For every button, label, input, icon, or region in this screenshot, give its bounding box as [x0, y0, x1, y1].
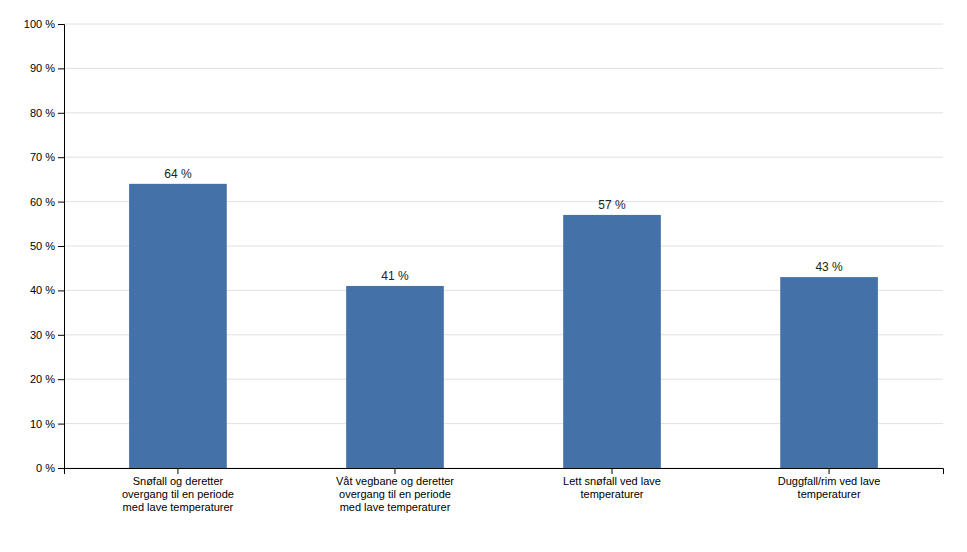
x-tick-mark	[177, 468, 178, 474]
grid-line	[64, 68, 943, 69]
y-tick: 10 %	[30, 418, 64, 430]
grid-line	[64, 157, 943, 158]
y-tick-mark	[58, 202, 64, 203]
y-tick: 40 %	[30, 284, 64, 296]
x-tick-label: Snøfall og deretterovergang til en perio…	[122, 475, 234, 513]
x-tick-mark	[829, 468, 830, 474]
data-label: 41 %	[381, 269, 409, 283]
y-tick-mark	[58, 290, 64, 291]
bar	[346, 286, 444, 468]
y-tick: 30 %	[30, 329, 64, 341]
y-tick-label: 40 %	[30, 284, 55, 296]
y-tick-mark	[58, 468, 64, 469]
data-label: 57 %	[598, 198, 626, 212]
x-tick: Snøfall og deretterovergang til en perio…	[122, 468, 234, 513]
x-tick-label: Lett snøfall ved lavetemperaturer	[563, 475, 661, 500]
x-tick-label-line: overgang til en periode	[339, 488, 451, 500]
axis-line	[58, 25, 65, 469]
x-tick: Duggfall/rim ved lavetemperaturer	[778, 468, 881, 500]
y-tick-mark	[58, 113, 64, 114]
y-tick: 20 %	[30, 373, 64, 385]
x-tick-label-line: med lave temperaturer	[340, 501, 451, 513]
y-tick-label: 90 %	[30, 62, 55, 74]
x-tick-label-line: temperaturer	[798, 488, 861, 500]
y-tick: 50 %	[30, 240, 64, 252]
bar	[129, 184, 227, 468]
x-tick-label-line: temperaturer	[581, 488, 644, 500]
y-tick-mark	[58, 335, 64, 336]
y-tick: 90 %	[30, 62, 64, 74]
x-tick-label-line: med lave temperaturer	[123, 501, 234, 513]
data-label: 43 %	[815, 260, 843, 274]
chart: 0 % 10 % 20 % 30 % 40 % 50 % 60 % 70 % 80 % 90 % 1…	[0, 0, 967, 552]
bar	[780, 277, 878, 468]
axis-line	[65, 469, 944, 475]
x-tick-label: Duggfall/rim ved lavetemperaturer	[778, 475, 881, 500]
y-tick-label: 30 %	[30, 329, 55, 341]
data-labels: 64 % 41 % 57 % 43 %	[164, 167, 843, 283]
y-tick-mark	[58, 68, 64, 69]
x-tick: Våt vegbane og deretterovergang til en p…	[336, 468, 454, 513]
y-tick-mark	[58, 424, 64, 425]
y-tick-mark	[58, 157, 64, 158]
y-tick: 80 %	[30, 107, 64, 119]
plot: 0 % 10 % 20 % 30 % 40 % 50 % 60 % 70 % 80 % 90 % 1…	[24, 18, 944, 513]
bar	[563, 215, 661, 468]
y-tick-label: 0 %	[36, 462, 55, 474]
y-tick-mark	[58, 379, 64, 380]
x-tick-label-line: Lett snøfall ved lave	[563, 475, 661, 487]
x-axis: Snøfall og deretterovergang til en perio…	[65, 468, 944, 513]
y-tick-mark	[58, 24, 64, 25]
y-tick-label: 70 %	[30, 151, 55, 163]
x-tick-label-line: Duggfall/rim ved lave	[778, 475, 881, 487]
y-tick: 70 %	[30, 151, 64, 163]
y-tick-mark	[58, 246, 64, 247]
grid-line	[64, 112, 943, 113]
grid	[64, 24, 943, 468]
x-tick-label: Våt vegbane og deretterovergang til en p…	[336, 475, 454, 513]
y-tick-label: 80 %	[30, 107, 55, 119]
bars	[129, 184, 878, 468]
x-tick-label-line: overgang til en periode	[122, 488, 234, 500]
x-tick-mark	[612, 468, 613, 474]
y-tick-label: 10 %	[30, 418, 55, 430]
y-tick-label: 100 %	[24, 18, 55, 30]
x-tick-label-line: Våt vegbane og deretter	[336, 475, 454, 487]
grid-line	[64, 24, 943, 25]
y-tick: 0 %	[36, 462, 64, 474]
y-tick-label: 50 %	[30, 240, 55, 252]
x-tick-label-line: Snøfall og deretter	[133, 475, 224, 487]
y-axis: 0 % 10 % 20 % 30 % 40 % 50 % 60 % 70 % 80 % 90 % 1…	[24, 18, 65, 474]
x-tick: Lett snøfall ved lavetemperaturer	[563, 468, 661, 500]
y-tick: 100 %	[24, 18, 64, 30]
x-tick-mark	[394, 468, 395, 474]
y-tick-label: 60 %	[30, 196, 55, 208]
y-tick-label: 20 %	[30, 373, 55, 385]
data-label: 64 %	[164, 167, 192, 181]
y-tick: 60 %	[30, 196, 64, 208]
